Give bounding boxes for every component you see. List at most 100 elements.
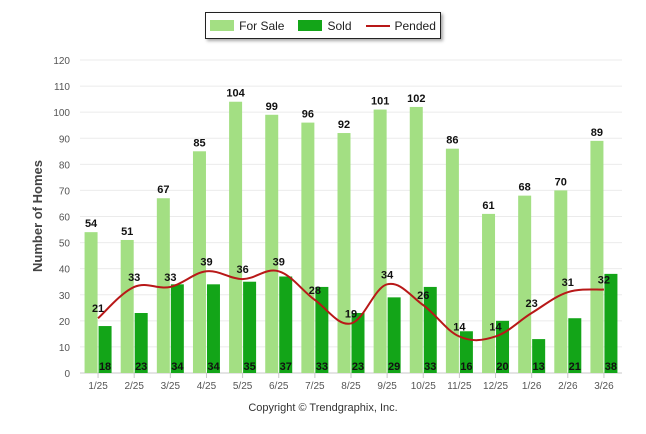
legend-label-for-sale: For Sale	[239, 18, 285, 33]
x-tick-label: 11/25	[447, 381, 472, 392]
sold-value-label: 34	[207, 361, 220, 373]
for-sale-value-label: 68	[519, 182, 531, 194]
legend-label-sold: Sold	[327, 18, 352, 33]
pended-value-label: 33	[128, 272, 140, 284]
pended-value-label: 33	[164, 272, 176, 284]
y-tick-label: 0	[64, 369, 70, 380]
x-tick-label: 4/25	[197, 381, 217, 392]
y-tick-label: 110	[54, 82, 70, 93]
sold-bar	[387, 297, 401, 373]
for-sale-value-label: 101	[371, 96, 389, 108]
sold-value-label: 20	[496, 361, 508, 373]
sold-value-label: 29	[388, 361, 400, 373]
legend-item-pended[interactable]: Pended	[365, 18, 436, 33]
sold-bar	[459, 331, 473, 373]
pended-value-label: 34	[381, 269, 394, 281]
for-sale-bar	[120, 239, 134, 373]
pended-value-label: 39	[273, 256, 285, 268]
for-sale-value-label: 92	[338, 119, 350, 131]
for-sale-bar	[156, 198, 170, 373]
y-tick-label: 20	[59, 317, 71, 328]
y-tick-label: 30	[59, 291, 71, 302]
for-sale-bar	[482, 213, 496, 373]
y-tick-label: 80	[59, 160, 71, 171]
pended-value-label: 21	[92, 303, 104, 315]
for-sale-value-label: 67	[157, 184, 169, 196]
pended-value-label: 23	[526, 298, 538, 310]
for-sale-value-label: 102	[407, 93, 425, 105]
pended-value-label: 14	[489, 321, 502, 333]
for-sale-value-label: 104	[226, 88, 245, 100]
sold-bar	[351, 313, 365, 373]
pended-value-label: 26	[417, 290, 429, 302]
for-sale-bar	[554, 190, 568, 373]
y-tick-label: 40	[59, 265, 71, 276]
y-axis: 0 10 20 30 40 50 60 70 80 90 100 110 120	[53, 56, 70, 380]
sold-bar	[279, 276, 293, 373]
pended-value-label: 36	[236, 264, 248, 276]
y-tick-label: 60	[59, 213, 71, 224]
sold-bar	[243, 281, 257, 373]
legend-item-sold[interactable]: Sold	[298, 18, 352, 33]
y-tick-label: 70	[59, 186, 71, 197]
for-sale-bar	[590, 140, 604, 373]
sold-value-label: 13	[533, 361, 545, 373]
x-tick-label: 10/25	[411, 381, 436, 392]
y-axis-title: Number of Homes	[30, 160, 45, 272]
for-sale-swatch	[210, 20, 235, 31]
sold-bar	[170, 284, 184, 373]
copyright-text: Copyright © Trendgraphix, Inc.	[248, 402, 398, 414]
y-tick-label: 90	[59, 134, 71, 145]
x-tick-label: 1/25	[88, 381, 108, 392]
for-sale-value-label: 61	[482, 200, 494, 212]
for-sale-bar	[445, 148, 459, 373]
x-tick-label: 12/25	[483, 381, 508, 392]
for-sale-bar	[518, 195, 532, 373]
x-tick-label: 1/26	[522, 381, 542, 392]
y-tick-label: 100	[53, 108, 70, 119]
x-tick-label: 8/25	[341, 381, 361, 392]
pended-value-label: 39	[200, 256, 212, 268]
sold-value-label: 33	[316, 361, 328, 373]
x-tick-label: 2/26	[558, 381, 578, 392]
sold-value-label: 23	[135, 361, 147, 373]
sold-bar	[98, 326, 112, 373]
x-tick-label: 6/25	[269, 381, 289, 392]
sold-value-label: 33	[424, 361, 436, 373]
for-sale-bar	[84, 232, 98, 373]
bars-layer	[84, 101, 618, 374]
pended-value-label: 14	[453, 321, 466, 333]
sold-bar	[604, 273, 618, 373]
for-sale-value-label: 70	[555, 176, 567, 188]
x-tick-label: 7/25	[305, 381, 325, 392]
sold-swatch	[298, 20, 323, 31]
sold-bar	[206, 284, 220, 373]
for-sale-bar	[265, 114, 279, 374]
for-sale-bar	[373, 109, 387, 373]
x-tick-label: 3/25	[161, 381, 181, 392]
for-sale-value-label: 51	[121, 226, 133, 238]
legend-label-pended: Pended	[394, 18, 436, 33]
for-sale-value-label: 86	[446, 135, 458, 147]
for-sale-value-label: 99	[266, 101, 278, 113]
y-tick-label: 50	[59, 239, 71, 250]
sold-value-label: 34	[171, 361, 184, 373]
pended-line-layer	[97, 269, 605, 342]
sold-value-label: 37	[280, 361, 292, 373]
x-tick-label: 9/25	[377, 381, 397, 392]
x-tick-label: 5/25	[233, 381, 253, 392]
data-labels-layer: 54 18 51 23 67 34 85 34 104 35 99 37 96 33 92 23 101 29 10…	[85, 88, 617, 373]
x-axis: 1/25 2/25 3/25 4/25 5/25 6/25 7/25 8/25 9/25 10/2…	[88, 373, 614, 392]
legend-item-for-sale[interactable]: For Sale	[210, 19, 284, 33]
sold-value-label: 18	[99, 361, 111, 373]
for-sale-bar	[301, 122, 315, 373]
sold-bar	[568, 318, 582, 373]
y-tick-label: 10	[59, 343, 71, 354]
sold-value-label: 16	[460, 361, 472, 373]
for-sale-value-label: 54	[85, 218, 98, 230]
pended-value-label: 32	[598, 275, 610, 287]
sold-value-label: 35	[243, 361, 255, 373]
x-tick-label: 3/26	[594, 381, 614, 392]
for-sale-bar	[229, 101, 243, 373]
